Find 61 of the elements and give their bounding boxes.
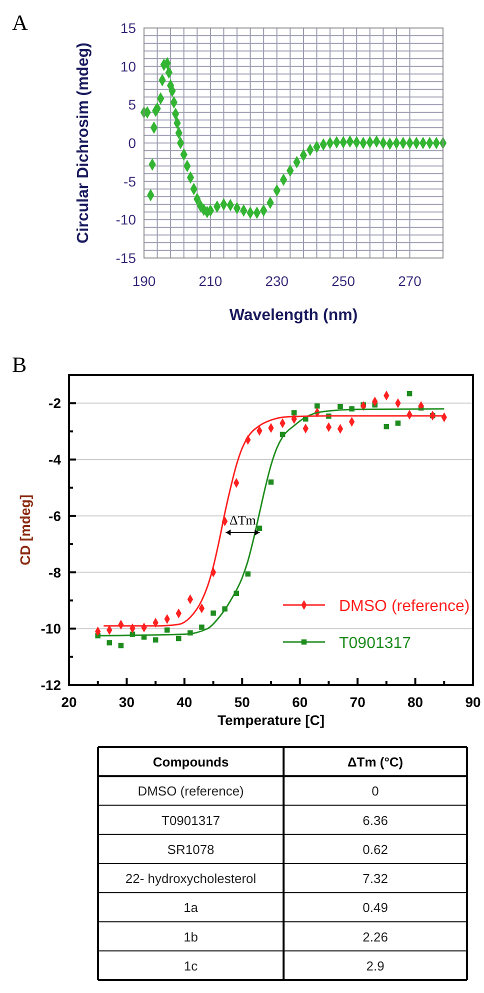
category-label: 1b [184,929,198,944]
x-tick-label: 80 [407,694,424,710]
category-label: 22- hydroxycholesterol [125,871,256,886]
point [395,420,401,426]
x-tick-label: 20 [61,694,77,710]
x-tick-label: 90 [465,694,481,710]
legend-label: T0901317 [339,635,412,652]
y-tick-label: -4 [48,452,62,468]
data-label: 0.49 [362,900,388,916]
text: ΔTm (°C) [347,754,404,770]
x-tick-label: 230 [265,273,289,289]
x-tick-label: 40 [176,694,192,710]
x-axis-title: Wavelength (nm) [229,307,358,324]
point [176,636,182,642]
y-tick-label: -10 [116,212,136,228]
category-label: T0901317 [162,812,220,828]
y-tick-label: -8 [48,564,62,580]
text: Compounds [152,754,229,770]
y-tick-label: 10 [120,58,136,74]
x-tick-label: 190 [132,273,156,289]
y-tick-label: 0 [128,135,136,151]
data-label: 0.62 [362,842,388,857]
data-label: 7.32 [362,871,388,886]
point [256,526,262,531]
y-axis-title: CD [mdeg] [17,494,33,566]
data-label: 2.9 [366,958,384,974]
y-tick-label: -5 [124,173,136,190]
x-tick-label: 30 [118,694,135,710]
chart-title: B [12,352,27,377]
x-axis-title: Temperature [C] [217,712,325,728]
data-label: 2.26 [362,929,388,944]
x-tick-label: 70 [350,694,366,710]
legend-label: DMSO (reference) [339,598,470,615]
point [291,410,297,416]
y-tick-label: 5 [128,96,136,113]
y-tick-label: 15 [120,20,136,36]
x-tick-label: 270 [398,273,422,289]
category-label: SR1078 [167,842,214,857]
annotation: ΔTm [230,512,256,528]
x-tick-label: 60 [292,694,308,710]
point [199,624,204,630]
point [106,640,112,646]
point [338,404,343,410]
point [314,403,320,409]
y-axis-title: Circular Dichrosim (mdeg) [75,42,92,244]
point [210,610,216,616]
y-tick-label: -15 [116,250,136,266]
chart-title: A [12,10,28,35]
point [164,627,170,633]
category-label: 1c [184,958,198,974]
category-label: DMSO (reference) [138,784,244,799]
data-label: 0 [372,784,379,799]
x-tick-label: 250 [332,273,356,289]
y-tick-label: -2 [48,395,62,412]
x-tick-label: 210 [198,273,222,289]
y-tick-label: -6 [48,508,62,524]
y-tick-label: -12 [40,677,62,693]
x-tick-label: 50 [234,694,250,710]
data-label: 6.36 [362,812,388,828]
y-tick-label: -10 [40,620,62,637]
category-label: 1a [184,900,199,916]
